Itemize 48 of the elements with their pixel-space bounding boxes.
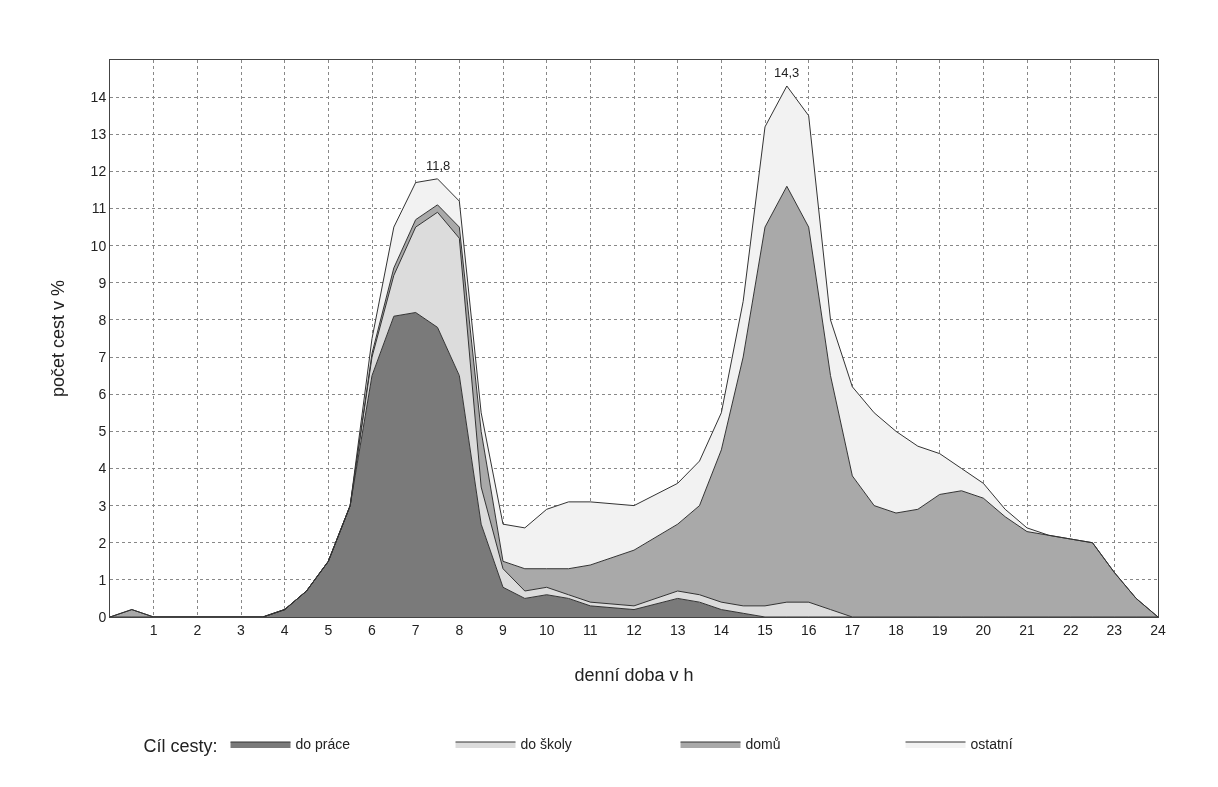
x-tick-label: 5 [324, 621, 333, 638]
y-tick-label: 5 [98, 423, 107, 440]
x-tick-label: 2 [193, 621, 202, 638]
x-tick-label: 19 [931, 621, 948, 638]
x-tick-label: 3 [237, 621, 246, 638]
x-tick-label: 23 [1106, 621, 1123, 638]
x-tick-label: 16 [800, 621, 817, 638]
x-tick-label: 14 [713, 621, 730, 638]
x-tick-label: 12 [626, 621, 642, 638]
y-tick-label: 1 [98, 571, 107, 588]
x-tick-label: 9 [499, 621, 508, 638]
y-tick-label: 6 [98, 386, 107, 403]
x-tick-label: 20 [975, 621, 992, 638]
y-tick-label: 10 [90, 237, 107, 254]
annotation: 14,3 [774, 65, 800, 80]
y-tick-label: 12 [90, 163, 107, 180]
x-tick-label: 7 [411, 621, 420, 638]
x-tick-label: 1 [149, 621, 158, 638]
x-tick-label: 17 [844, 621, 861, 638]
x-tick-label: 8 [455, 621, 464, 638]
y-tick-label: 2 [98, 534, 107, 551]
y-tick-label: 3 [98, 497, 107, 514]
annotation: 11,8 [426, 158, 451, 173]
x-tick-label: 4 [280, 621, 289, 638]
y-tick-label: 14 [90, 89, 107, 106]
legend-label: domů [745, 736, 781, 753]
y-tick-label: 7 [98, 348, 107, 365]
x-tick-label: 10 [538, 621, 555, 638]
legend-label: do školy [520, 736, 572, 753]
y-tick-label: 13 [90, 126, 107, 143]
x-tick-label: 18 [888, 621, 904, 638]
legend-title: Cíl cesty: [143, 735, 218, 756]
legend-label: ostatní [970, 736, 1013, 753]
y-tick-label: 9 [98, 274, 107, 291]
x-tick-label: 11 [583, 621, 598, 638]
y-tick-label: 0 [98, 608, 107, 625]
y-tick-label: 4 [98, 460, 107, 477]
x-tick-label: 24 [1150, 621, 1166, 638]
x-axis-title: denní doba v h [574, 665, 694, 685]
x-tick-label: 13 [669, 621, 686, 638]
y-axis-title: počet cest v % [48, 279, 68, 398]
x-tick-label: 21 [1019, 621, 1035, 638]
x-tick-label: 6 [368, 621, 377, 638]
x-tick-label: 15 [757, 621, 773, 638]
y-tick-label: 8 [98, 311, 107, 328]
x-tick-label: 22 [1062, 621, 1079, 638]
y-tick-label: 11 [91, 200, 107, 217]
legend-label: do práce [295, 736, 351, 753]
